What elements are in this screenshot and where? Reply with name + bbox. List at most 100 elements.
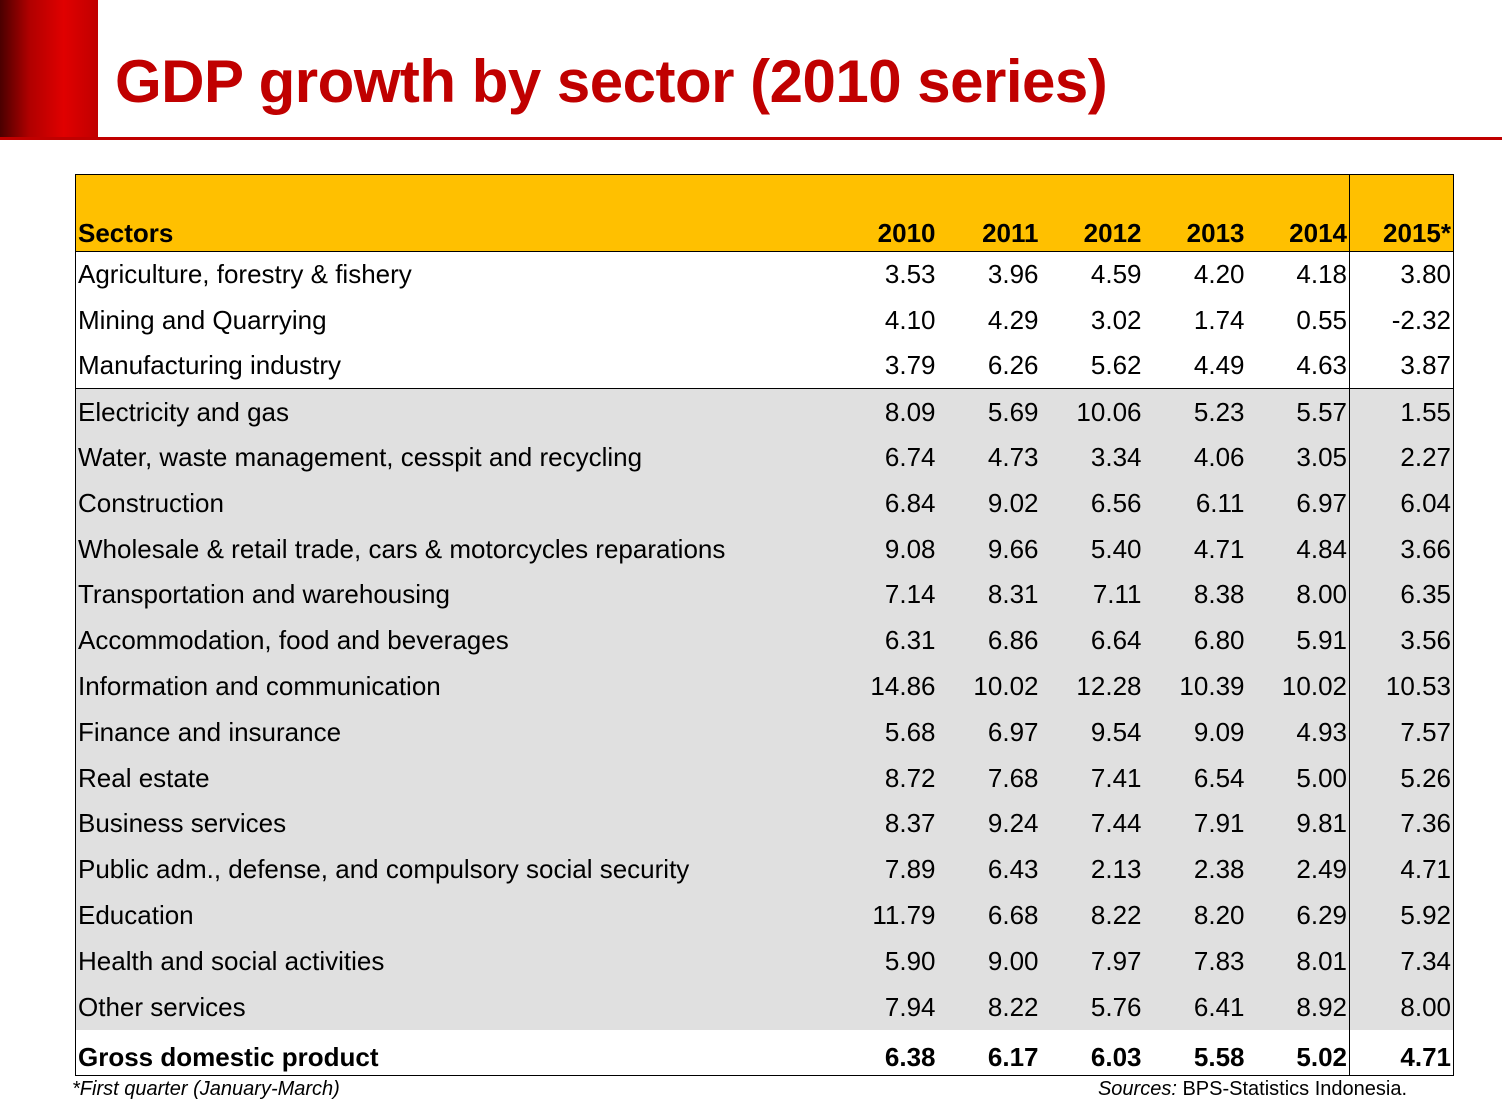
page-title: GDP growth by sector (2010 series) bbox=[115, 48, 1108, 115]
table-row: Education 11.79 6.68 8.22 8.20 6.29 5.92 bbox=[75, 892, 1454, 939]
growth-value: 5.23 bbox=[1143, 388, 1247, 435]
growth-value: 6.64 bbox=[1090, 625, 1142, 656]
table-row: Accommodation, food and beverages 6.31 6.8… bbox=[75, 617, 1454, 664]
growth-value: 4.93 bbox=[1296, 716, 1347, 747]
growth-value: 10.53 bbox=[1349, 663, 1454, 710]
growth-value: 4.18 bbox=[1296, 259, 1347, 290]
growth-value: 7.97 bbox=[1090, 945, 1142, 976]
growth-value: 6.43 bbox=[987, 854, 1039, 885]
growth-value: 6.31 bbox=[884, 625, 936, 656]
growth-value: 6.35 bbox=[1349, 572, 1454, 618]
header-2015: 2015* bbox=[1349, 174, 1454, 252]
growth-value: 0.55 bbox=[1296, 304, 1347, 335]
growth-value: 6.56 bbox=[1090, 487, 1142, 518]
sector-name: Finance and insurance bbox=[78, 716, 342, 747]
table-row: Finance and insurance 5.68 6.97 9.54 9.09 4.9… bbox=[75, 709, 1454, 756]
growth-value: 1.55 bbox=[1349, 388, 1454, 435]
growth-value: 5.62 bbox=[1090, 350, 1142, 381]
growth-value: 5.26 bbox=[1349, 755, 1454, 802]
growth-value: 3.96 bbox=[987, 259, 1039, 290]
sector-name: Agriculture, forestry & fishery bbox=[78, 259, 412, 290]
growth-value: 10.02 bbox=[973, 671, 1039, 702]
growth-value: 5.91 bbox=[1296, 625, 1347, 656]
growth-value: 4.20 bbox=[1193, 259, 1245, 290]
growth-value: 3.02 bbox=[1090, 304, 1142, 335]
growth-value: 4.49 bbox=[1193, 350, 1245, 381]
growth-value: 8.72 bbox=[884, 762, 936, 793]
sector-name: Mining and Quarrying bbox=[78, 304, 327, 335]
growth-value: 6.26 bbox=[987, 350, 1039, 381]
growth-value: 3.56 bbox=[1349, 617, 1454, 664]
table-row: Public adm., defense, and compulsory soc… bbox=[75, 846, 1454, 893]
growth-value: 9.00 bbox=[987, 945, 1039, 976]
growth-value: 7.36 bbox=[1349, 801, 1454, 847]
table-row: Mining and Quarrying 4.10 4.29 3.02 1.74 0.55… bbox=[75, 297, 1454, 344]
sector-name: Health and social activities bbox=[78, 945, 385, 976]
header-2011: 2011 bbox=[937, 174, 1041, 252]
growth-value: 10.06 bbox=[1040, 388, 1144, 435]
growth-value: 11.79 bbox=[872, 900, 936, 931]
growth-value: 6.54 bbox=[1193, 762, 1245, 793]
sector-name: Water, waste management, cesspit and rec… bbox=[78, 442, 643, 473]
growth-value: 8.37 bbox=[884, 808, 936, 839]
gdp-growth-table: Sectors 2010 2011 2012 2013 2014 2015* A… bbox=[75, 174, 1454, 1077]
growth-value: 5.69 bbox=[937, 388, 1041, 435]
growth-value: 6.17 bbox=[987, 1042, 1039, 1073]
growth-value: 10.39 bbox=[1179, 671, 1245, 702]
growth-value: 8.00 bbox=[1349, 984, 1454, 1031]
growth-value: 6.80 bbox=[1193, 625, 1245, 656]
growth-value: 3.66 bbox=[1349, 526, 1454, 573]
header-2013: 2013 bbox=[1143, 174, 1247, 252]
table-row: Agriculture, forestry & fishery 3.53 3.96 4… bbox=[75, 251, 1454, 298]
growth-value: 7.91 bbox=[1193, 808, 1245, 839]
growth-value: 7.34 bbox=[1349, 938, 1454, 985]
sector-name: Electricity and gas bbox=[75, 388, 835, 435]
growth-value: 5.00 bbox=[1296, 762, 1347, 793]
growth-value: 5.76 bbox=[1090, 991, 1142, 1022]
growth-value: 9.66 bbox=[987, 533, 1039, 564]
growth-value: 6.04 bbox=[1349, 480, 1454, 527]
growth-value: 7.68 bbox=[987, 762, 1039, 793]
table-row: Wholesale & retail trade, cars & motorcy… bbox=[75, 526, 1454, 573]
growth-value: 2.38 bbox=[1193, 854, 1245, 885]
growth-value: 4.63 bbox=[1296, 350, 1347, 381]
growth-value: 7.41 bbox=[1090, 762, 1142, 793]
growth-value: 8.00 bbox=[1296, 579, 1347, 610]
growth-value: 4.71 bbox=[1349, 846, 1454, 893]
growth-value: 4.06 bbox=[1193, 442, 1245, 473]
table-row: Transportation and warehousing 7.14 8.31 7.… bbox=[75, 572, 1454, 618]
growth-value: 3.80 bbox=[1349, 251, 1454, 298]
growth-value: 7.57 bbox=[1349, 709, 1454, 756]
growth-value: 4.71 bbox=[1193, 533, 1245, 564]
header-2012: 2012 bbox=[1040, 174, 1144, 252]
growth-value: 7.44 bbox=[1090, 808, 1142, 839]
sector-name: Wholesale & retail trade, cars & motorcy… bbox=[78, 533, 726, 564]
growth-value: 4.84 bbox=[1296, 533, 1347, 564]
growth-value: 8.22 bbox=[1090, 900, 1142, 931]
title-divider bbox=[0, 137, 1502, 140]
growth-value: 5.68 bbox=[884, 716, 936, 747]
growth-value: 7.83 bbox=[1193, 945, 1245, 976]
growth-value: 3.79 bbox=[884, 350, 936, 381]
growth-value: 6.41 bbox=[1193, 991, 1245, 1022]
growth-value: 8.31 bbox=[987, 579, 1039, 610]
sources-note: Sources: BPS-Statistics Indonesia. bbox=[1098, 1078, 1407, 1101]
sector-name: Gross domestic product bbox=[78, 1042, 379, 1073]
growth-value: 5.92 bbox=[1349, 892, 1454, 939]
growth-value: 7.94 bbox=[884, 991, 936, 1022]
growth-value: 5.02 bbox=[1296, 1042, 1347, 1073]
growth-value: 6.03 bbox=[1090, 1042, 1142, 1073]
growth-value: 3.34 bbox=[1090, 442, 1142, 473]
table-total-row: Gross domestic product 6.38 6.17 6.03 5.58 5.… bbox=[75, 1030, 1454, 1076]
table-header-row: Sectors 2010 2011 2012 2013 2014 2015* bbox=[75, 174, 1454, 252]
sources-label: Sources: bbox=[1097, 1078, 1177, 1100]
table-row: Business services 8.37 9.24 7.44 7.91 9.81 7.3… bbox=[75, 801, 1454, 847]
growth-value: 2.27 bbox=[1349, 434, 1454, 481]
table-row: Construction 6.84 9.02 6.56 6.11 6.97 6.04 bbox=[75, 480, 1454, 527]
sector-name: Public adm., defense, and compulsory soc… bbox=[78, 854, 690, 885]
growth-value: 4.59 bbox=[1090, 259, 1142, 290]
growth-value: 7.11 bbox=[1092, 579, 1142, 610]
growth-value: 5.58 bbox=[1193, 1042, 1245, 1073]
growth-value: 6.11 bbox=[1195, 487, 1245, 518]
growth-value: 5.40 bbox=[1090, 533, 1142, 564]
